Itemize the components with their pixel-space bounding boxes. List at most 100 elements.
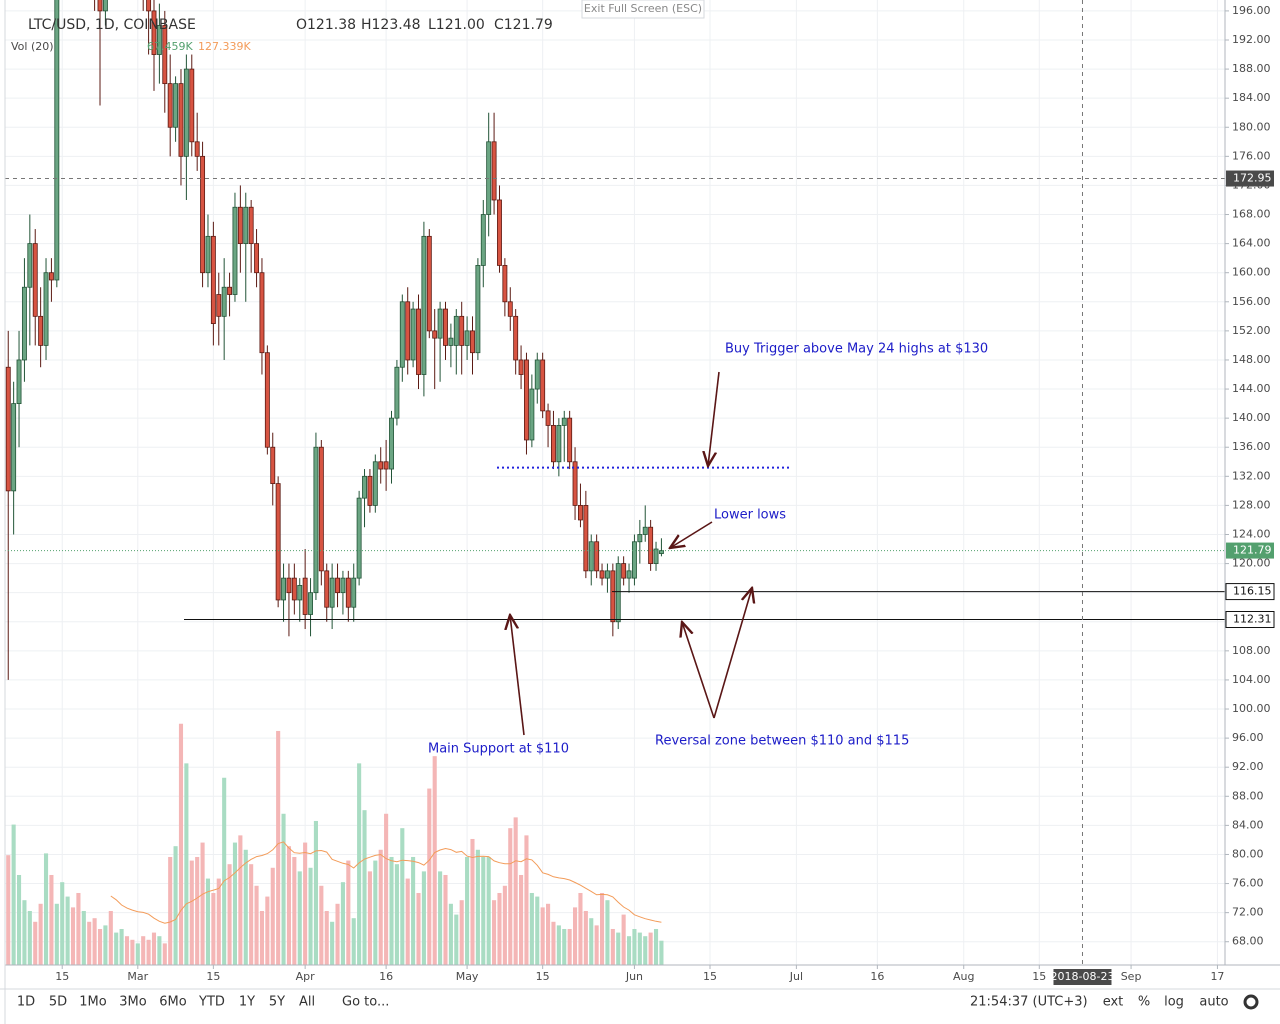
volume-bar [227,864,232,965]
volume-bar [546,903,551,965]
volume-bar [357,763,362,965]
volume-bar [653,928,659,965]
volume-bar [394,864,399,965]
range-button[interactable]: 1Y [239,995,255,1010]
candle-body [372,461,378,506]
volume-bar [416,892,421,965]
candle-body [497,199,502,266]
candle-body [610,570,616,623]
volume-bar [373,860,378,965]
candle-body [410,308,416,361]
candle-body [378,461,384,470]
y-tick-label: 188.00 [1232,62,1271,75]
x-tick-label: 17 [1210,970,1224,983]
candle-body [308,592,313,615]
y-tick-label: 144.00 [1232,382,1271,395]
volume-bar [513,817,518,965]
volume-bar [265,896,270,965]
volume-bar [632,928,637,965]
settings-icon[interactable] [1243,994,1259,1010]
option-button[interactable]: % [1138,995,1150,1010]
arrow [708,371,720,466]
volume-bar [270,867,275,965]
volume-ma [110,841,662,924]
candle-body [421,235,427,375]
candle-body [578,505,583,521]
option-button[interactable]: ext [1103,995,1124,1010]
candle-body [459,315,465,346]
volume-bar [119,928,124,965]
range-button[interactable]: 1Mo [79,995,106,1010]
range-button[interactable]: 5Y [269,995,285,1010]
range-button[interactable]: YTD [198,995,225,1010]
volume-bar [648,932,653,965]
candle-body [399,301,405,368]
volume-bar [389,856,394,965]
volume-bar [87,921,92,965]
volume-bar [6,855,11,965]
candle-body [254,243,260,274]
candle-body [221,286,227,317]
volume-bar [200,842,205,965]
candle-body [232,206,238,295]
candle-body [275,483,281,601]
candle-body [178,83,184,157]
volume-bar [405,878,410,965]
volume-bar [427,788,432,965]
range-button[interactable]: All [299,995,315,1010]
level-label: 112.31 [1233,613,1272,626]
candle-body [567,417,573,463]
y-tick-label: 72.00 [1232,906,1264,919]
volume-bar [573,907,578,965]
y-tick-label: 128.00 [1232,498,1271,511]
volume-bar [540,907,545,965]
clock: 21:54:37 (UTC+3) [970,995,1088,1010]
volume-bar [626,936,632,965]
candle-body [453,315,459,346]
volume-bar [238,835,243,965]
candle-body [173,83,179,128]
candle-body [426,235,432,332]
candle-body [210,235,216,325]
volume-bar [16,874,22,965]
exit-fullscreen[interactable] [581,0,705,19]
volume-bar [70,907,76,965]
range-button[interactable]: 6Mo [159,995,186,1010]
candle-body [216,294,222,317]
annotation: Buy Trigger above May 24 highs at $130 [725,342,988,357]
goto-button[interactable]: Go to... [342,995,389,1010]
candle-body [291,577,297,601]
volume-bar [243,849,248,965]
volume-bar [448,903,453,965]
candle-body [491,141,497,201]
volume-bar [76,892,81,965]
level-badge [1225,611,1275,629]
candle-body [599,570,605,579]
y-tick-label: 148.00 [1232,353,1271,366]
volume-bar [562,928,567,965]
candle-body [362,475,367,499]
volume-bar [551,921,556,965]
range-button[interactable]: 1D [17,995,35,1010]
volume-bar [443,874,448,965]
range-button[interactable]: 5D [49,995,67,1010]
y-tick-label: 68.00 [1232,935,1264,948]
arrow [713,588,752,719]
symbol: LTC/USD, 1D, COINBASE [28,17,196,33]
option-button[interactable]: auto [1199,995,1228,1010]
exit-fullscreen-label[interactable]: Exit Full Screen (ESC) [584,2,702,15]
volume-bar [481,856,486,965]
candle-body [302,577,308,615]
volume-bar [508,828,513,965]
y-tick-label: 140.00 [1232,411,1271,424]
volume-bar [184,763,189,965]
ohlc-open: O121.38 [296,17,356,33]
candle-body [281,577,286,601]
volume-bar [216,878,221,965]
volume-bar [313,820,318,965]
volume-bar [659,940,664,965]
range-button[interactable]: 3Mo [119,995,146,1010]
volume-bar [189,860,194,965]
volume-bar [583,910,588,965]
option-button[interactable]: log [1164,995,1184,1010]
